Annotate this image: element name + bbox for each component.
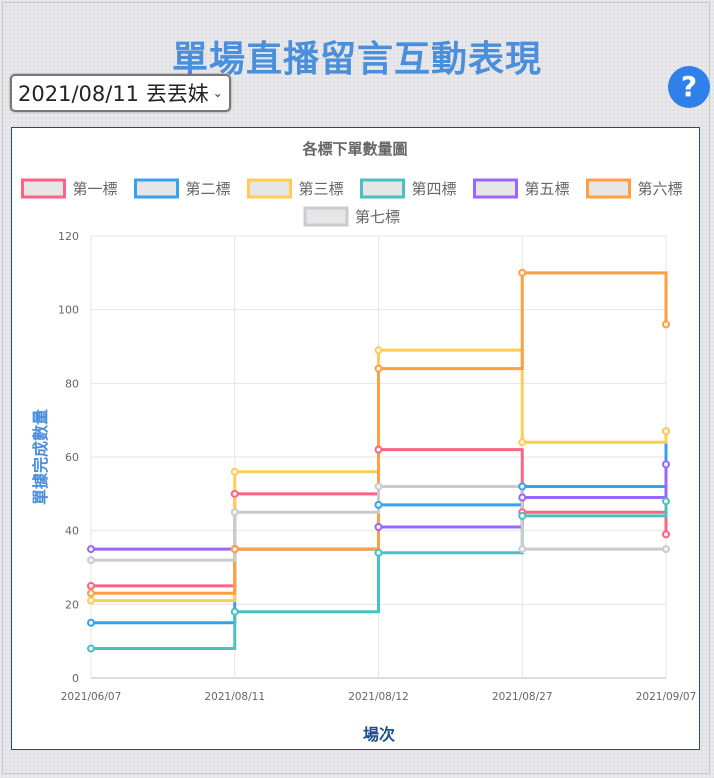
x-tick-label: 2021/08/11 (204, 691, 265, 703)
chart-container: 各標下單數量圖 第一標 第二標 第三標 第四標 第五標 第六標第七標 0 20 40 60 80 1… (11, 127, 700, 750)
data-point (518, 438, 527, 447)
broadcast-select-value: 2021/08/11 丟丟妹 (18, 82, 209, 106)
data-point (662, 530, 670, 539)
data-point (87, 556, 95, 565)
legend-item-label: 第三標 (299, 180, 344, 198)
x-tick-label: 2021/08/27 (492, 691, 553, 703)
legend-swatch (247, 178, 292, 199)
data-point (518, 511, 527, 520)
x-tick-label: 2021/09/07 (636, 691, 697, 703)
data-point (518, 268, 527, 277)
chart-series-points (87, 268, 670, 653)
x-tick-label: 2021/08/12 (348, 691, 409, 703)
legend-item-label: 第二標 (186, 180, 231, 198)
data-point (230, 489, 239, 498)
legend-item-label: 第七標 (355, 208, 400, 226)
x-tick-label: 2021/06/07 (61, 691, 122, 703)
x-axis-label: 場次 (363, 725, 395, 744)
data-point (87, 596, 95, 605)
data-point (374, 482, 383, 491)
y-tick-label: 20 (65, 598, 79, 611)
data-point (87, 618, 95, 627)
chevron-down-icon: ⌄ (212, 86, 223, 100)
data-point (662, 427, 670, 436)
data-point (374, 522, 383, 531)
chart-title: 各標下單數量圖 (301, 140, 407, 158)
data-point (374, 364, 383, 373)
help-icon: ? (680, 70, 698, 103)
y-tick-label: 0 (72, 672, 79, 685)
legend-swatch (134, 178, 179, 199)
legend-swatch (473, 178, 518, 199)
y-axis-ticks: 0 20 40 60 80 100 120 (58, 230, 79, 685)
legend-swatch (303, 206, 349, 227)
y-axis-label: 單據完成數量 (31, 409, 50, 505)
legend-item-label: 第四標 (412, 180, 457, 198)
y-tick-label: 80 (65, 377, 79, 390)
data-point (87, 581, 95, 590)
data-point (662, 460, 670, 469)
data-point (230, 545, 239, 554)
data-point (230, 607, 239, 616)
data-point (518, 482, 527, 491)
data-point (230, 508, 239, 517)
data-point (87, 545, 95, 554)
data-point (662, 320, 670, 329)
legend-swatch (21, 178, 66, 199)
legend-item-label: 第一標 (73, 180, 118, 198)
data-point (374, 445, 383, 454)
legend-item-label: 第五標 (525, 180, 570, 198)
data-point (230, 467, 239, 476)
help-button[interactable]: ? (668, 66, 710, 108)
data-point (374, 346, 383, 355)
legend-item-label: 第六標 (638, 180, 683, 198)
legend-swatch (586, 178, 631, 199)
data-point (87, 589, 95, 598)
data-point (87, 644, 95, 653)
data-point (374, 500, 383, 509)
data-point (518, 493, 527, 502)
y-tick-label: 100 (58, 304, 79, 317)
legend-swatch (360, 178, 405, 199)
y-tick-label: 40 (65, 525, 79, 538)
broadcast-select[interactable]: 2021/08/11 丟丟妹 ⌄ (10, 74, 231, 112)
x-axis-ticks: 2021/06/07 2021/08/11 2021/08/12 2021/08/27… (61, 691, 697, 703)
y-tick-label: 120 (58, 230, 79, 243)
data-point (518, 545, 527, 554)
data-point (374, 548, 383, 557)
page-title: 單場直播留言互動表現 (171, 39, 542, 80)
y-tick-label: 60 (65, 451, 79, 464)
data-point (662, 497, 670, 506)
data-point (662, 545, 670, 554)
